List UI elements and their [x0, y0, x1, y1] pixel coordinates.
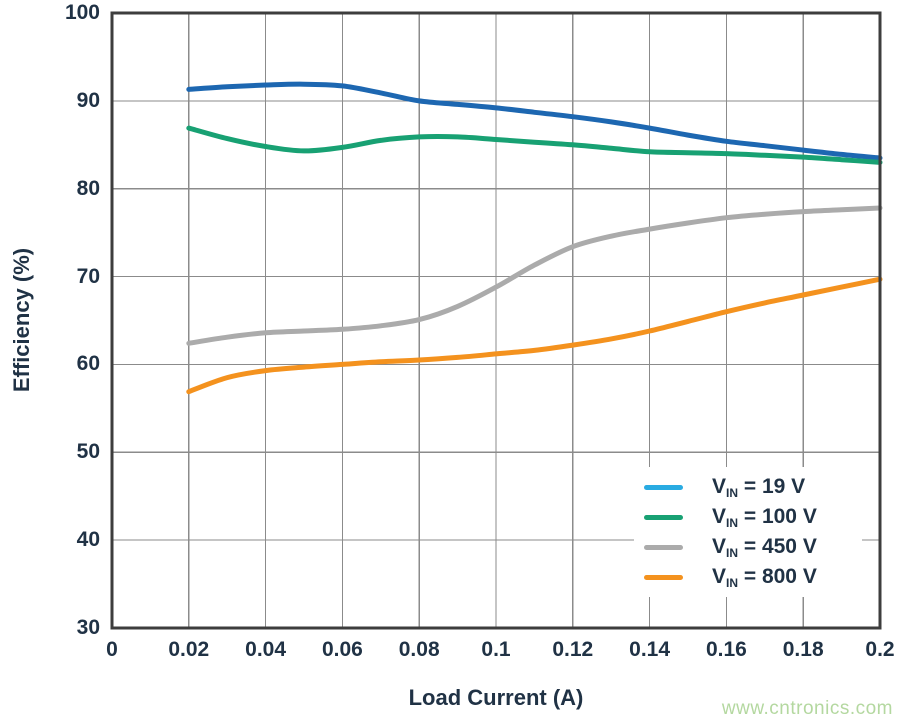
y-tick-label: 30 [76, 616, 100, 639]
y-tick-label: 80 [76, 176, 100, 200]
legend-swatch-vin-800v [644, 574, 683, 580]
legend-swatch-vin-100v [644, 514, 683, 520]
legend-swatch-vin-450v [644, 544, 683, 550]
x-axis-title: Load Current (A) [408, 685, 584, 710]
legend-label-vin-100v: VIN = 100 V [712, 504, 817, 530]
y-tick-label: 60 [76, 352, 100, 376]
x-tick-label: 0 [106, 638, 118, 661]
series-line-vin-100v [186, 125, 883, 165]
legend-label-vin-19v: VIN = 19 V [712, 474, 806, 500]
series-curves [186, 81, 883, 395]
legend-item-vin-100v: VIN = 100 V [634, 502, 862, 532]
y-tick-label: 50 [76, 440, 100, 464]
legend-item-vin-19v: VIN = 19 V [634, 472, 862, 502]
legend-label-vin-800v: VIN = 800 V [712, 564, 817, 590]
y-tick-label: 90 [76, 88, 100, 112]
x-tick-label: 0.16 [705, 638, 747, 661]
y-tick-label: 40 [76, 528, 100, 552]
plot-border [110, 11, 882, 630]
x-tick-label: 0.1 [481, 638, 511, 661]
legend-label-vin-450v: VIN = 450 V [712, 534, 817, 560]
y-tick-label: 70 [76, 264, 100, 288]
y-tick-label: 100 [64, 1, 100, 24]
x-tick-label: 0.18 [782, 638, 824, 661]
x-tick-label: 0.08 [398, 638, 440, 661]
x-tick-label: 0.04 [245, 638, 287, 661]
series-line-vin-19v [186, 81, 883, 161]
series-line-vin-800v [186, 276, 883, 395]
legend-item-vin-450v: VIN = 450 V [634, 532, 862, 562]
x-tick-label: 0.2 [865, 638, 895, 661]
legend-swatch-vin-19v [644, 484, 683, 490]
y-axis-title: Efficiency (%) [9, 247, 34, 393]
x-tick-label: 0.06 [321, 638, 363, 661]
series-line-vin-450v [186, 205, 883, 346]
watermark-text: www.cntronics.com [721, 698, 893, 719]
x-tick-label: 0.12 [552, 638, 594, 661]
x-tick-label: 0.14 [629, 638, 671, 661]
x-tick-label: 0.02 [168, 638, 210, 661]
chart-legend: VIN = 19 V VIN = 100 V VIN = 450 V VIN = 80… [634, 467, 862, 597]
legend-item-vin-800v: VIN = 800 V [634, 562, 862, 592]
